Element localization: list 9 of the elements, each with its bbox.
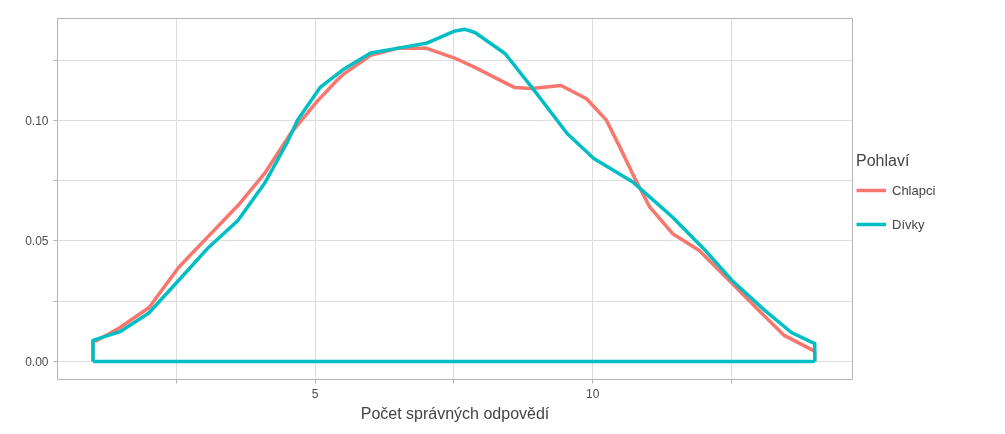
x-axis-title: Počet správných odpovědí: [360, 404, 550, 422]
y-tick-label: 0.10: [25, 113, 49, 128]
y-tick-label: 0.05: [25, 234, 49, 249]
text: 0.00: [25, 354, 49, 369]
legend-title: Pohlaví: [856, 152, 911, 170]
x-tick-label: 10: [586, 386, 600, 401]
legend-label: Chlapci: [892, 182, 936, 198]
x-tick-label: 5: [311, 386, 319, 401]
legend-label: Dívky: [892, 216, 925, 232]
